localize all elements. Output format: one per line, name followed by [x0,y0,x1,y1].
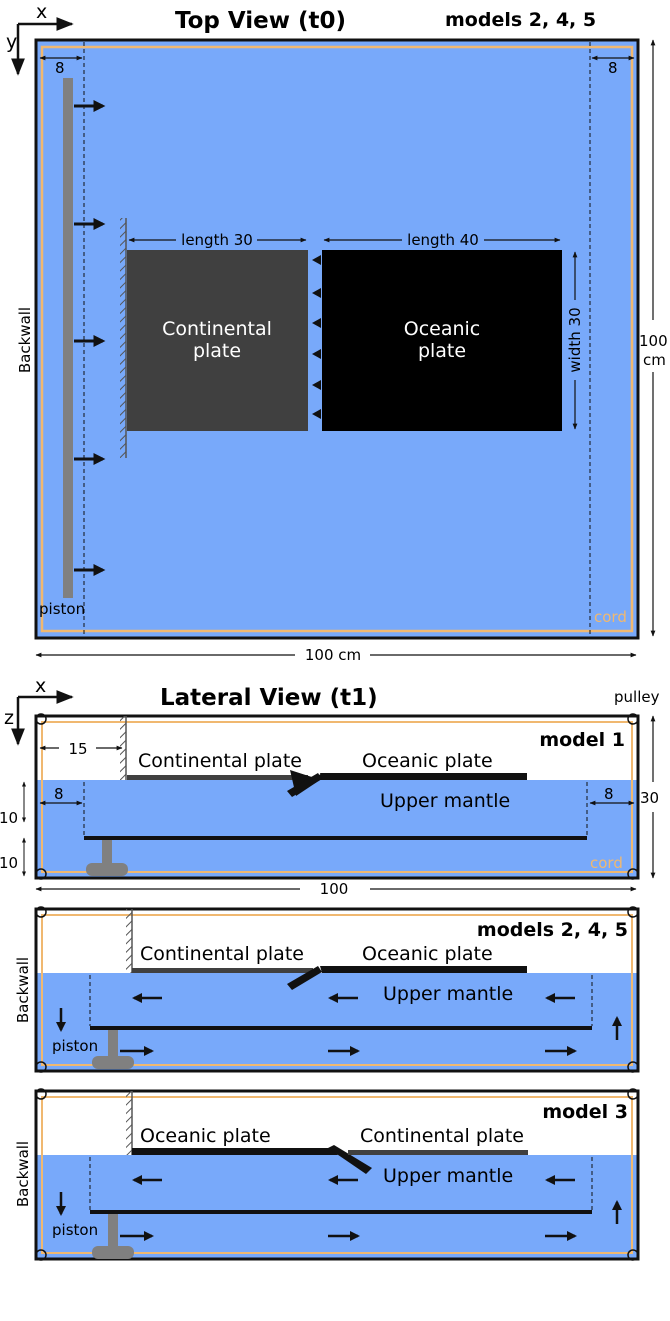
top-cord-label: cord [594,608,627,626]
dim-15: 15 [68,740,87,758]
panel3-piston: piston [52,1221,98,1239]
dim-left-8: 8 [55,59,65,77]
oceanic-label-2: plate [418,340,466,362]
continental-plate [127,250,308,431]
length-continental: length 30 [181,231,253,249]
axis-x-label: x [36,1,47,23]
lateral-view: x z Lateral View (t1) pulley model 1 15 … [0,675,660,1261]
panel-model-3: model 3 Oceanic plate Continental plate … [14,1088,640,1261]
dim-10-bottom: 10 [0,854,18,872]
panel3-plate-right: Continental plate [360,1125,524,1147]
fixed-wall [120,218,126,458]
panel1-plate-left: Continental plate [138,750,302,772]
width-dim: width 30 [566,307,584,372]
push-arrows [74,100,106,576]
lat-dim-8-right: 8 [604,785,614,803]
piston-label: piston [39,600,85,618]
lat-dim-8-left: 8 [54,785,64,803]
dim-10-top: 10 [0,809,18,827]
dim-right-8: 8 [608,59,618,77]
panel2-mantle: Upper mantle [383,983,513,1005]
panel3-plate-left: Oceanic plate [140,1125,271,1147]
panel3-backwall: Backwall [14,1141,32,1207]
lat-axis-x: x [35,675,46,697]
panel-models-245: models 2, 4, 5 Continental plate Oceanic… [14,906,640,1073]
top-cord [40,45,634,633]
panel2-plate-right: Oceanic plate [362,943,493,965]
pulley-label: pulley [614,688,660,706]
panel1-plate-right: Oceanic plate [362,750,493,772]
continental-label-2: plate [193,340,241,362]
panel1-mantle: Upper mantle [380,790,510,812]
length-oceanic: length 40 [407,231,479,249]
piston-bar [63,78,73,598]
height-value: 100 [639,332,668,350]
dim-100: 100 [320,880,349,898]
oceanic-label-1: Oceanic [404,318,481,340]
top-axes: x y [6,1,74,76]
lat-axis-z: z [4,707,14,729]
panel-model-1: model 1 15 Continental plate Oceanic pla… [0,713,659,898]
oceanic-plate [322,250,562,431]
top-view-models: models 2, 4, 5 [445,9,596,31]
panel2-piston: piston [52,1037,98,1055]
width-total: 100 cm [305,646,361,664]
panel3-model: model 3 [542,1101,628,1123]
top-view: x y Top View (t0) models 2, 4, 5 8 8 Bac… [6,1,668,664]
dim-30: 30 [640,789,659,807]
panel2-model: models 2, 4, 5 [477,919,628,941]
height-unit: cm [643,351,666,369]
contact-triangles [312,255,321,419]
panel3-mantle: Upper mantle [383,1165,513,1187]
panel2-plate-left: Continental plate [140,943,304,965]
continental-label-1: Continental [162,318,272,340]
lat-cord-label: cord [590,854,623,872]
axis-y-label: y [6,31,17,53]
backwall-label: Backwall [16,307,34,373]
top-view-title: Top View (t0) [175,8,346,34]
panel1-model: model 1 [539,729,625,751]
panel2-backwall: Backwall [14,957,32,1023]
lateral-view-title: Lateral View (t1) [160,685,378,711]
